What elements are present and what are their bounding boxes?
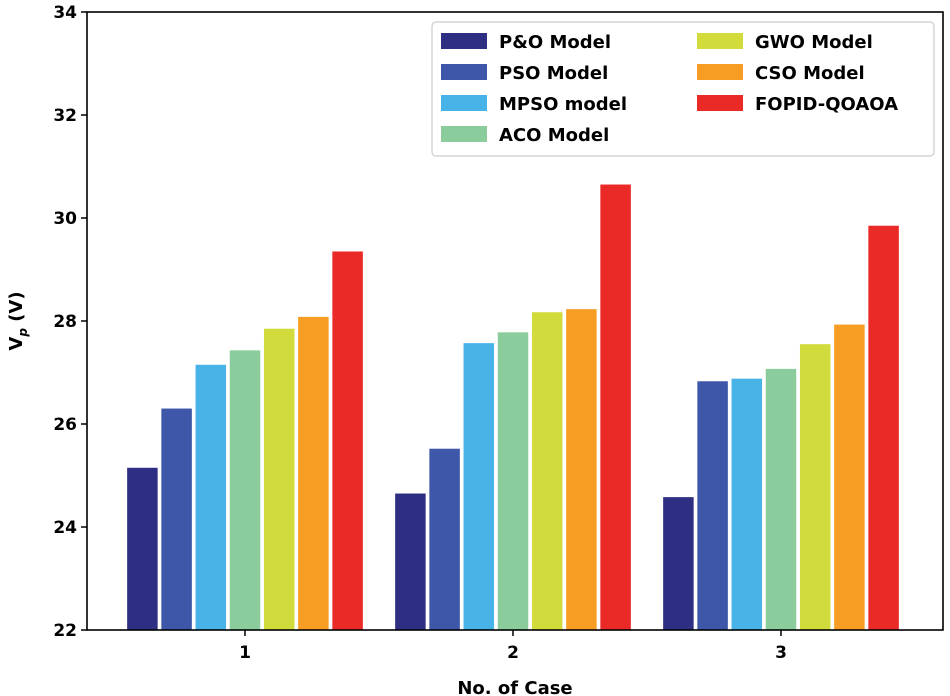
bar <box>600 184 631 630</box>
bar <box>868 225 899 630</box>
y-tick-label: 26 <box>53 415 77 435</box>
bar <box>161 408 192 630</box>
legend-label: PSO Model <box>499 63 608 84</box>
y-tick-label: 22 <box>53 621 77 641</box>
bar <box>531 312 563 630</box>
legend-label: FOPID-QOAOA <box>755 94 898 115</box>
x-axis: 1 2 3 <box>239 630 787 663</box>
bar <box>229 350 261 630</box>
y-tick-label: 32 <box>53 106 77 126</box>
legend-swatch <box>697 33 743 49</box>
x-tick-label: 3 <box>775 643 787 663</box>
bar <box>799 344 831 630</box>
y-axis: 22 24 26 28 30 32 34 <box>53 3 87 641</box>
y-tick-label: 30 <box>53 209 77 229</box>
legend-box <box>431 21 935 157</box>
bar <box>298 316 329 630</box>
y-tick-label: 28 <box>53 312 77 332</box>
bars-group <box>127 184 899 630</box>
legend-label: P&O Model <box>499 32 611 53</box>
y-axis-title-unit: (V) <box>6 291 27 328</box>
bar <box>332 251 363 630</box>
legend-label: MPSO model <box>499 94 627 115</box>
legend-label: CSO Model <box>755 63 865 84</box>
legend-label: GWO Model <box>755 32 873 53</box>
bar <box>834 324 865 630</box>
bar <box>263 328 295 630</box>
bar <box>765 368 797 630</box>
y-tick-label: 34 <box>53 3 77 23</box>
bar <box>663 497 694 630</box>
legend-swatch <box>697 64 743 80</box>
y-axis-title: Vp (V) <box>6 291 30 350</box>
bar <box>429 448 460 630</box>
x-tick-label: 2 <box>507 643 519 663</box>
legend-swatch <box>441 95 487 111</box>
legend-swatch <box>441 64 487 80</box>
bar <box>195 364 227 630</box>
bar <box>127 467 158 630</box>
legend-label: ACO Model <box>499 125 609 146</box>
y-axis-title-subscript: p <box>16 328 30 338</box>
y-axis-title-main: V <box>6 337 27 351</box>
bar <box>395 493 426 630</box>
legend: P&O Model PSO Model MPSO model ACO Model GWO… <box>431 21 935 157</box>
x-tick-label: 1 <box>239 643 251 663</box>
bar <box>463 343 495 630</box>
bar <box>566 309 597 630</box>
legend-swatch <box>441 126 487 142</box>
legend-swatch <box>697 95 743 111</box>
bar <box>697 381 728 630</box>
bar <box>731 378 763 630</box>
x-axis-title: No. of Case <box>457 678 572 696</box>
legend-swatch <box>441 33 487 49</box>
y-tick-label: 24 <box>53 518 77 538</box>
bar <box>497 332 529 630</box>
